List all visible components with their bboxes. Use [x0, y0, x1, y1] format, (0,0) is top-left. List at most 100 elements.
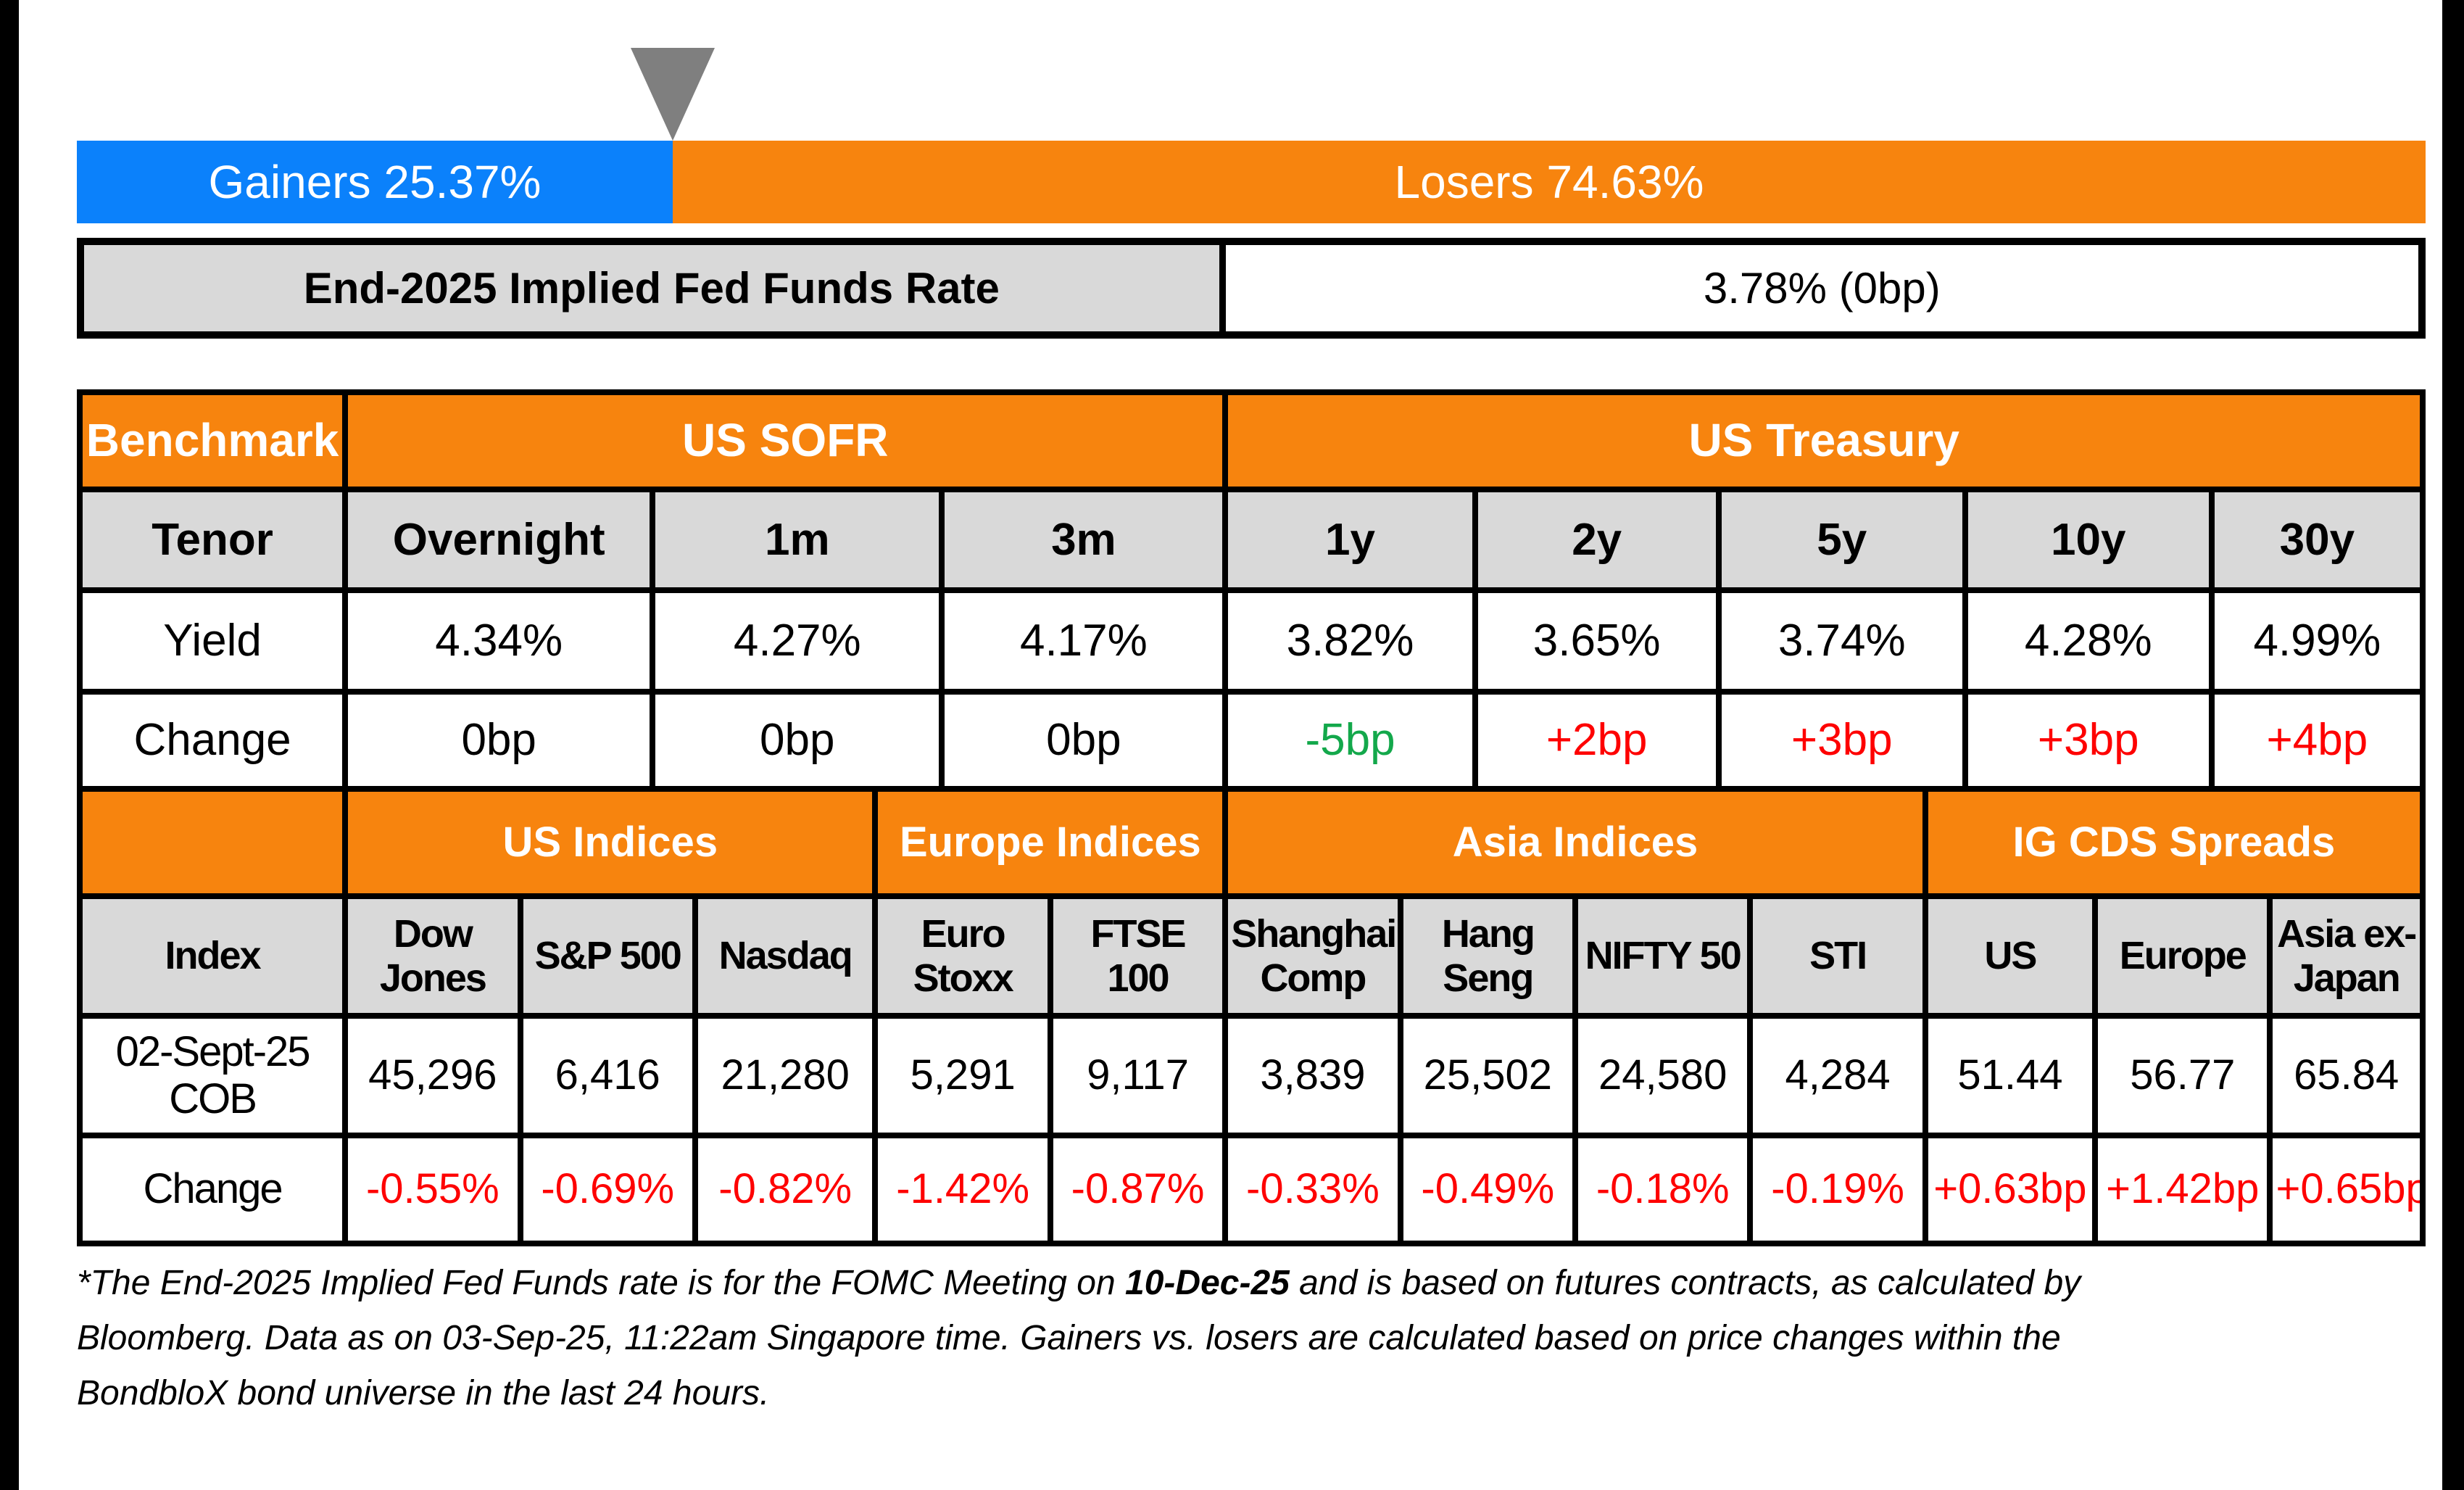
change-value: -0.19%	[1747, 1133, 1928, 1246]
split-marker-triangle-icon	[630, 48, 715, 141]
footnote-text: BondbloX bond universe in the last 24 ho…	[77, 1374, 770, 1412]
indices-table: US Indices Europe Indices Asia Indices I…	[76, 786, 2426, 1246]
change-value: -0.49%	[1397, 1133, 1579, 1246]
cds-us: US	[1922, 893, 2099, 1019]
tenor-10y: 10y	[1962, 487, 2215, 593]
cob-value: 65.84	[2267, 1013, 2426, 1138]
benchmark-group-header-row: Benchmark US SOFR US Treasury	[76, 389, 2426, 492]
index-label-cell: Index	[76, 893, 349, 1019]
tenor-1m: 1m	[650, 487, 945, 593]
change-value: -0.87%	[1047, 1133, 1229, 1246]
index-shanghai-comp: Shanghai Comp	[1222, 893, 1403, 1019]
cob-value: 21,280	[692, 1013, 879, 1138]
change-row-label: Change	[76, 1133, 349, 1246]
yield-value: 3.82%	[1222, 587, 1478, 695]
footnote-text: and is based on futures contracts, as ca…	[1289, 1264, 2081, 1302]
cob-value: 4,284	[1747, 1013, 1928, 1138]
tenor-header-row: Tenor Overnight 1m 3m 1y 2y 5y 10y 30y	[76, 487, 2426, 593]
tenor-1y: 1y	[1222, 487, 1478, 593]
change-value: 0bp	[939, 689, 1229, 792]
change-value: -0.55%	[342, 1133, 523, 1246]
index-nifty50: NIFTY 50	[1572, 893, 1754, 1019]
yield-value: 4.99%	[2208, 587, 2426, 695]
group-header-us-sofr: US SOFR	[342, 389, 1229, 492]
change-value: -5bp	[1222, 689, 1478, 792]
gainers-losers-bar: Gainers 25.37% Losers 74.63%	[77, 141, 2426, 223]
cob-value: 51.44	[1922, 1013, 2099, 1138]
indices-group-header-row: US Indices Europe Indices Asia Indices I…	[76, 786, 2426, 899]
cds-asia-ex-japan: Asia ex-Japan	[2267, 893, 2426, 1019]
yield-value: 4.17%	[939, 587, 1229, 695]
indices-corner-cell	[76, 786, 349, 899]
fed-funds-value: 3.78% (0bp)	[1703, 264, 1941, 313]
change-value: +3bp	[1962, 689, 2215, 792]
change-value: +1.42bp	[2092, 1133, 2273, 1246]
cds-europe: Europe	[2092, 893, 2273, 1019]
fed-funds-label: End-2025 Implied Fed Funds Rate	[84, 245, 1226, 331]
cob-row-label: 02-Sept-25 COB	[76, 1013, 349, 1138]
group-header-us-treasury: US Treasury	[1222, 389, 2426, 492]
change-row-label: Change	[76, 689, 349, 792]
gainers-segment: Gainers 25.37%	[77, 141, 673, 223]
footnote-bold-date: 10-Dec-25	[1125, 1264, 1290, 1302]
change-value: -0.82%	[692, 1133, 879, 1246]
index-sp500: S&P 500	[517, 893, 698, 1019]
losers-segment: Losers 74.63%	[672, 141, 2426, 223]
change-value: +4bp	[2208, 689, 2426, 792]
change-value: +3bp	[1715, 689, 1968, 792]
cob-value: 25,502	[1397, 1013, 1579, 1138]
tenor-2y: 2y	[1472, 487, 1722, 593]
footnote: *The End-2025 Implied Fed Funds rate is …	[77, 1256, 2426, 1421]
benchmark-table: Benchmark US SOFR US Treasury Tenor Over…	[76, 389, 2426, 792]
tenor-5y: 5y	[1715, 487, 1968, 593]
benchmark-corner-cell: Benchmark	[76, 389, 349, 492]
benchmark-change-row: Change 0bp 0bp 0bp -5bp +2bp +3bp +3bp +…	[76, 689, 2426, 792]
cob-value: 24,580	[1572, 1013, 1754, 1138]
index-sti: STI	[1747, 893, 1928, 1019]
tenor-30y: 30y	[2208, 487, 2426, 593]
index-hang-seng: Hang Seng	[1397, 893, 1579, 1019]
change-value: 0bp	[650, 689, 945, 792]
tenor-overnight: Overnight	[342, 487, 656, 593]
tenor-label-cell: Tenor	[76, 487, 349, 593]
yield-row-label: Yield	[76, 587, 349, 695]
change-value: +0.65bp	[2267, 1133, 2426, 1246]
change-value: -0.69%	[517, 1133, 698, 1246]
group-header-ig-cds-spreads: IG CDS Spreads	[1922, 786, 2426, 899]
cob-value: 3,839	[1222, 1013, 1403, 1138]
right-black-strip	[2442, 0, 2464, 1490]
gainers-label: Gainers 25.37%	[208, 156, 542, 208]
losers-label: Losers 74.63%	[1394, 156, 1704, 208]
cob-value: 9,117	[1047, 1013, 1229, 1138]
group-header-europe-indices: Europe Indices	[872, 786, 1229, 899]
index-header-row: Index Dow Jones S&P 500 Nasdaq Euro Stox…	[76, 893, 2426, 1019]
cob-row: 02-Sept-25 COB 45,296 6,416 21,280 5,291…	[76, 1013, 2426, 1138]
change-value: 0bp	[342, 689, 656, 792]
yield-value: 4.34%	[342, 587, 656, 695]
change-value: +0.63bp	[1922, 1133, 2099, 1246]
group-header-asia-indices: Asia Indices	[1222, 786, 1928, 899]
cob-value: 5,291	[872, 1013, 1053, 1138]
yield-row: Yield 4.34% 4.27% 4.17% 3.82% 3.65% 3.74…	[76, 587, 2426, 695]
change-value: -0.18%	[1572, 1133, 1754, 1246]
yield-value: 4.27%	[650, 587, 945, 695]
yield-value: 4.28%	[1962, 587, 2215, 695]
change-value: -1.42%	[872, 1133, 1053, 1246]
index-euro-stoxx: Euro Stoxx	[872, 893, 1053, 1019]
tenor-3m: 3m	[939, 487, 1229, 593]
change-value: +2bp	[1472, 689, 1722, 792]
index-dow-jones: Dow Jones	[342, 893, 523, 1019]
fed-funds-row: End-2025 Implied Fed Funds Rate 3.78% (0…	[77, 238, 2426, 339]
change-value: -0.33%	[1222, 1133, 1403, 1246]
footnote-text: *The End-2025 Implied Fed Funds rate is …	[77, 1264, 1126, 1302]
left-black-strip	[0, 0, 19, 1490]
content-area: Gainers 25.37% Losers 74.63% End-2025 Im…	[76, 0, 2426, 1490]
cob-value: 56.77	[2092, 1013, 2273, 1138]
yield-value: 3.65%	[1472, 587, 1722, 695]
cob-value: 6,416	[517, 1013, 698, 1138]
index-nasdaq: Nasdaq	[692, 893, 879, 1019]
index-ftse100: FTSE 100	[1047, 893, 1229, 1019]
yield-value: 3.74%	[1715, 587, 1968, 695]
footnote-text: Bloomberg. Data as on 03-Sep-25, 11:22am…	[77, 1319, 2061, 1357]
